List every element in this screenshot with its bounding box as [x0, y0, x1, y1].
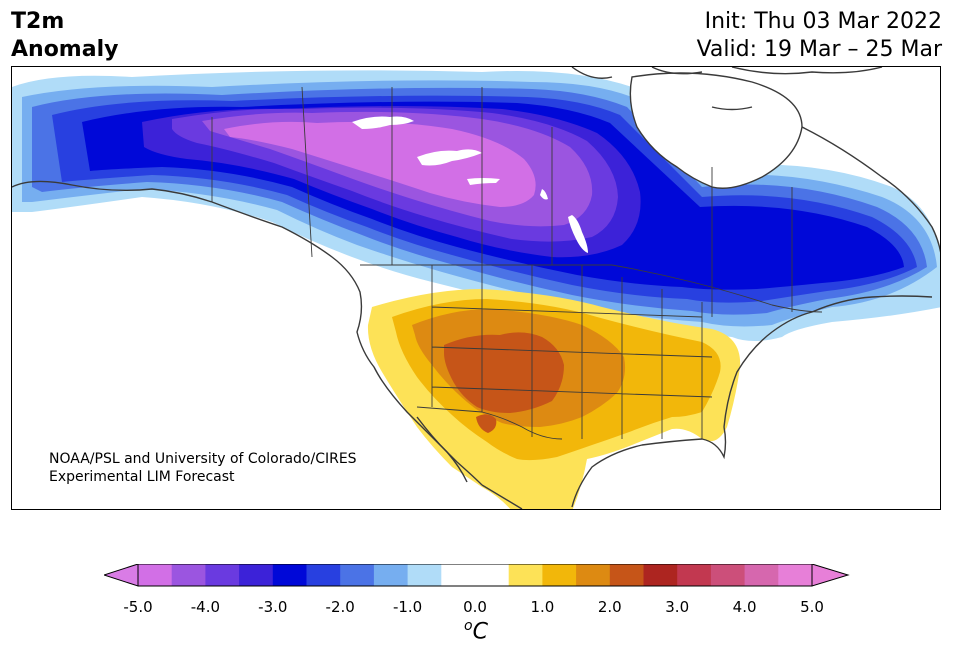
lake-winnipeg — [568, 215, 588, 253]
colorbar-segment — [609, 564, 644, 586]
colorbar-segment — [508, 564, 543, 586]
colorbar-segment — [340, 564, 375, 586]
coastlines — [12, 67, 940, 509]
us-mexico-border — [416, 406, 563, 440]
colorbar-tick-label: 0.0 — [463, 598, 487, 616]
colorbar-segment — [373, 564, 409, 586]
map-svg — [12, 67, 940, 509]
colorbar-segment — [239, 564, 274, 586]
credit-line-2: Experimental LIM Forecast — [49, 469, 235, 485]
state-lines — [431, 265, 713, 439]
title-line-2: Anomaly — [11, 37, 119, 62]
colorbar-unit: oC — [464, 618, 488, 644]
colorbar-segment — [306, 564, 341, 586]
colorbar-low-extend — [104, 564, 139, 587]
colorbar-segment — [542, 564, 577, 586]
political-borders — [211, 86, 823, 440]
date-info: Init: Thu 03 Mar 2022 Valid: 19 Mar – 25… — [697, 8, 942, 64]
lake-athabasca — [467, 178, 500, 185]
warm-anomaly-fields — [367, 289, 741, 509]
hudson-bay-coast — [629, 72, 803, 189]
colorbar-segment — [475, 564, 510, 586]
labrador-coast — [801, 126, 940, 253]
credit-text: NOAA/PSL and University of Colorado/CIRE… — [49, 450, 357, 486]
gulf-coast — [481, 426, 727, 509]
colorbar-tick-label: 2.0 — [597, 598, 622, 616]
colorbar-segment — [710, 564, 746, 586]
colorbar-tick-label: -4.0 — [190, 598, 221, 616]
deep-purple-region — [224, 121, 536, 207]
colorbar-high-extend — [811, 564, 850, 587]
colorbar-segments — [138, 564, 813, 586]
alaska-coast — [12, 180, 213, 203]
init-date: Init: Thu 03 Mar 2022 — [704, 9, 942, 34]
great-slave-lake — [417, 149, 482, 166]
colorbar-tick-label: 4.0 — [732, 598, 757, 616]
map-title: T2m Anomaly — [11, 8, 118, 64]
atlantic-coast — [723, 295, 933, 428]
colorbar-tick-label: -2.0 — [325, 598, 355, 616]
title-line-1: T2m — [11, 9, 65, 34]
colorbar-tick-label: 3.0 — [665, 598, 690, 616]
rust-patch — [476, 414, 497, 433]
colorbar-tick-label: -1.0 — [392, 598, 423, 616]
lake-winnipegosis — [540, 189, 548, 200]
colorbar-segment — [272, 564, 307, 586]
colorbar-segment — [744, 564, 779, 586]
baja-coast — [416, 416, 468, 483]
colorbar-segment — [441, 564, 476, 586]
province-lines — [301, 86, 793, 317]
colorbar-segment — [643, 564, 678, 586]
colorbar-outline — [137, 564, 813, 587]
hudson-bay — [630, 73, 802, 189]
colorbar-tick-label: -3.0 — [258, 598, 288, 616]
colorbar — [104, 564, 850, 587]
colorbar-tick-label: -5.0 — [123, 598, 153, 616]
us-canada-border — [360, 264, 823, 313]
anomaly-map — [11, 66, 941, 510]
valid-date: Valid: 19 Mar – 25 Mar — [696, 37, 942, 62]
arctic-islands — [571, 67, 883, 111]
colorbar-segment — [138, 564, 173, 586]
colorbar-segment — [778, 564, 813, 586]
lakes-and-bays — [352, 73, 802, 253]
great-bear-lake — [352, 116, 414, 129]
colorbar-tick-label: 1.0 — [530, 598, 555, 616]
credit-line-1: NOAA/PSL and University of Colorado/CIRE… — [49, 451, 357, 467]
colorbar-segment — [205, 564, 240, 586]
colorbar-segment — [407, 564, 442, 586]
rust-region — [444, 332, 564, 413]
unit-base: C — [472, 619, 488, 645]
colorbar-segment — [171, 564, 206, 586]
unit-degree-sup: o — [464, 618, 473, 634]
colorbar-tick-label: 5.0 — [800, 598, 824, 616]
colorbar-segment — [677, 564, 712, 586]
colorbar-segment — [576, 564, 611, 586]
cold-anomaly-fields — [12, 70, 940, 341]
